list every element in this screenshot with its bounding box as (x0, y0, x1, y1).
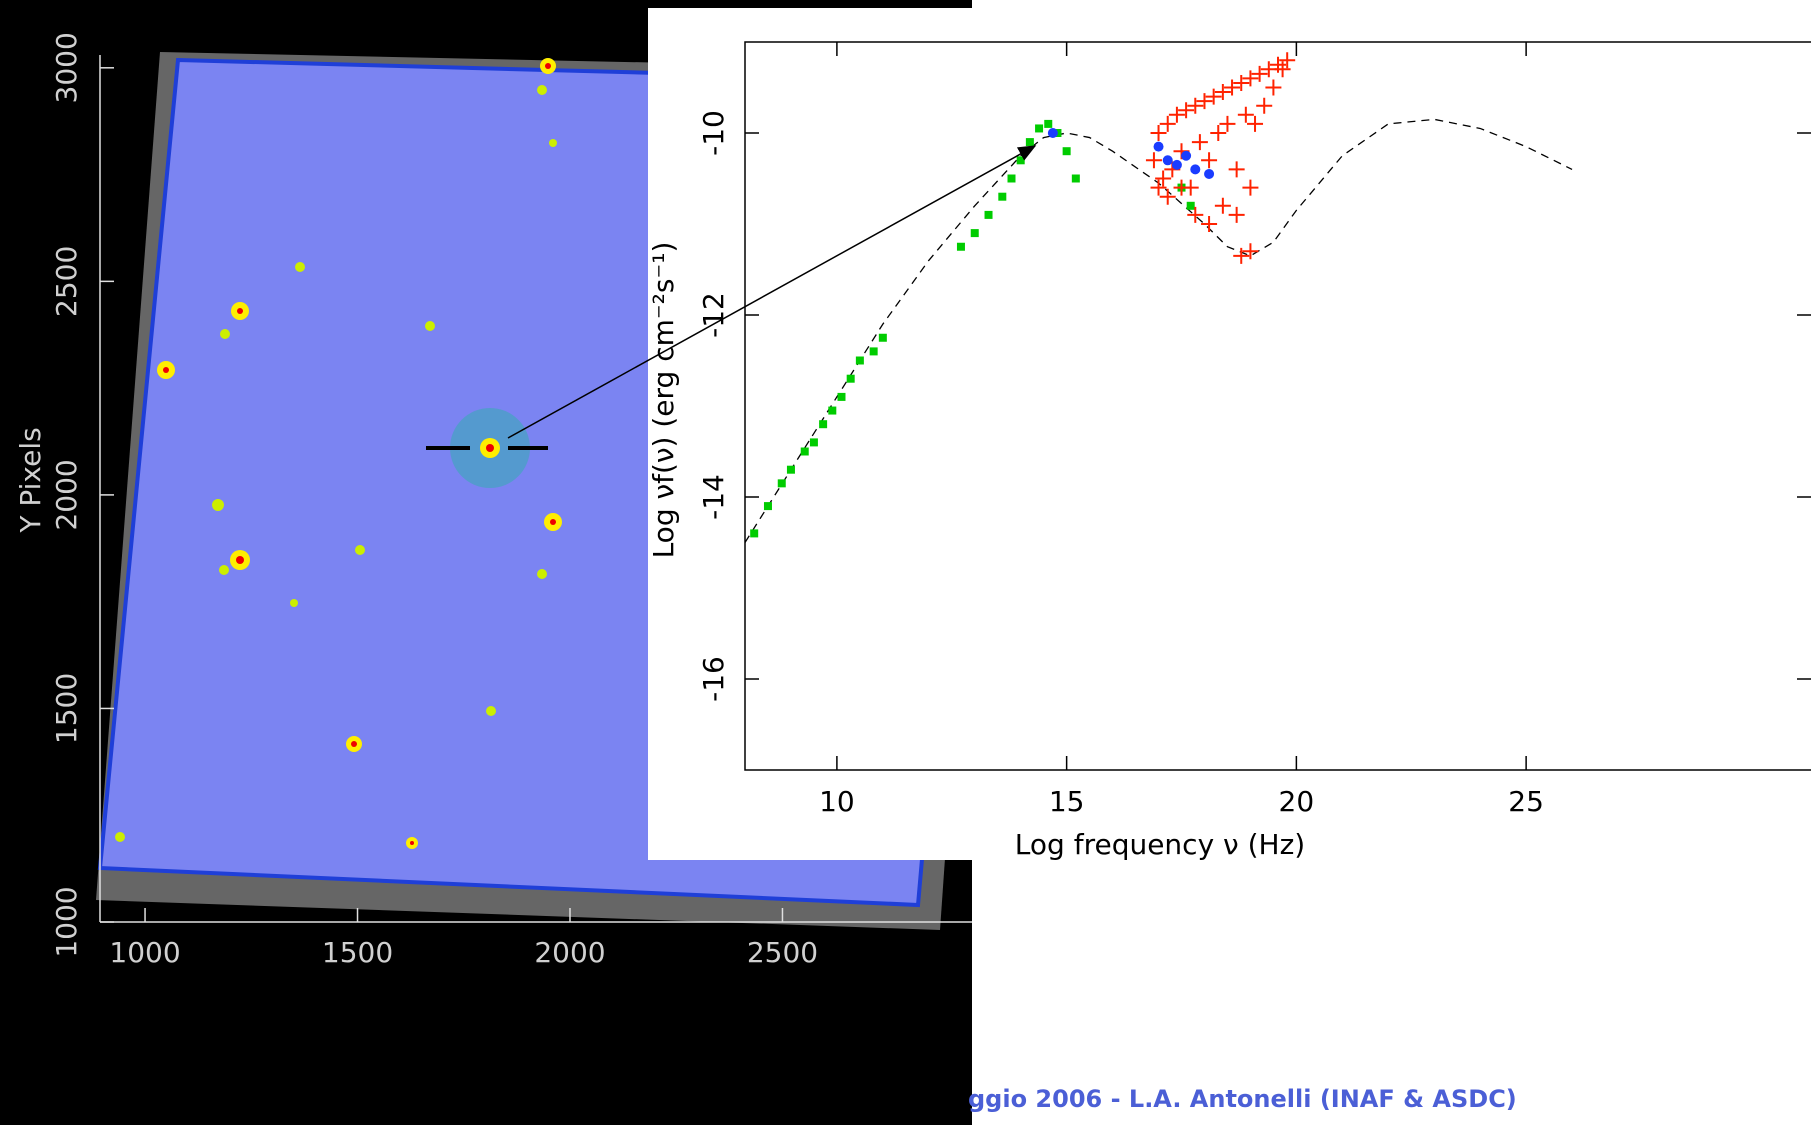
arrow (507, 145, 1037, 439)
data-point (1191, 134, 1208, 151)
data-point (1242, 70, 1259, 87)
data-point (750, 529, 759, 538)
data-point (777, 479, 786, 488)
data-point (869, 347, 878, 356)
y-tick-label: -10 (697, 110, 730, 156)
x-tick-label: 2000 (534, 936, 605, 969)
data-point (846, 374, 855, 383)
data-point (1256, 97, 1273, 114)
data-point (1155, 170, 1172, 187)
data-point (1190, 164, 1201, 175)
data-point (1237, 106, 1254, 123)
data-point (1071, 174, 1080, 183)
sed-panel (648, 8, 1811, 860)
data-point (1228, 161, 1245, 178)
data-point (1201, 216, 1218, 232)
data-point (819, 420, 828, 429)
data-point (800, 447, 809, 456)
x-tick-label: 1500 (322, 936, 393, 969)
data-point (1214, 84, 1231, 101)
data-point (1242, 179, 1259, 196)
data-point (828, 406, 837, 415)
data-point (1196, 93, 1213, 110)
data-point (1279, 52, 1296, 69)
x-tick-label: 15 (1049, 785, 1085, 818)
stars (115, 58, 562, 849)
data-point (1201, 152, 1218, 169)
data-point (998, 192, 1007, 201)
data-point (1187, 206, 1204, 223)
data-point (1162, 155, 1173, 166)
x-tick-label: 20 (1279, 785, 1315, 818)
y-tick-label: 2500 (50, 246, 83, 317)
data-point (984, 210, 993, 219)
data-point (1265, 79, 1282, 96)
data-point (1233, 74, 1250, 91)
data-point (1150, 125, 1167, 141)
data-point (1016, 156, 1025, 165)
data-point (1181, 150, 1192, 161)
data-point (1247, 115, 1264, 132)
image-axes: 1000 1500 2000 2500 1000 1500 2000 2500 3000 Y Pi… (14, 32, 972, 969)
data-point (1062, 147, 1071, 156)
data-point (1168, 106, 1185, 123)
data-point (1035, 124, 1044, 133)
data-point (1228, 206, 1245, 223)
data-point (1159, 188, 1176, 205)
data-point (1205, 88, 1222, 105)
data-point (1171, 159, 1182, 170)
x-axis-label: Log frequency ν (Hz) (1015, 828, 1305, 861)
data-point (1159, 115, 1176, 132)
y-axis-label: Y Pixels (14, 427, 47, 533)
x-tick-label: 10 (819, 785, 855, 818)
data-point (1214, 197, 1231, 214)
y-axis-label: Log νf(ν) (erg cm⁻²s⁻¹) (647, 242, 680, 559)
y-tick-label: -16 (697, 656, 730, 702)
data-point (1047, 128, 1058, 138)
data-point (1242, 243, 1259, 260)
data-point (1145, 152, 1162, 169)
y-tick-label: 1500 (50, 673, 83, 744)
data-point (970, 229, 979, 238)
data-point (1007, 174, 1016, 183)
y-tick-label: -14 (697, 474, 730, 520)
x-tick-label: 25 (1508, 785, 1544, 818)
data-point (1025, 138, 1034, 147)
y-tick-label: 3000 (50, 32, 83, 103)
plot-frame (744, 41, 1811, 771)
data-point (1274, 61, 1291, 78)
data-point (878, 333, 887, 342)
data-point (809, 438, 818, 447)
data-point (1251, 65, 1268, 82)
data-point (1186, 201, 1195, 210)
data-point (1224, 79, 1241, 96)
data-point (1173, 179, 1190, 196)
data-point (1187, 97, 1204, 114)
y-tick-label: 1000 (50, 886, 83, 957)
data-point (855, 356, 864, 365)
x-tick-label: 1000 (109, 936, 180, 969)
data-point (1150, 179, 1167, 196)
footer: ggio 2006 - L.A. Antonelli (INAF & ASDC) (968, 1085, 1517, 1113)
data-point (956, 242, 965, 251)
data-point (1044, 119, 1053, 128)
data-point (837, 392, 846, 401)
data-point (1233, 247, 1250, 264)
data-point (786, 465, 795, 474)
y-tick-label: 2000 (50, 459, 83, 530)
data-point (1204, 168, 1215, 179)
data-point (1260, 61, 1277, 78)
data-point (1178, 102, 1195, 119)
data-point (1153, 141, 1164, 152)
x-tick-label: 2500 (747, 936, 818, 969)
data-point (1210, 125, 1227, 141)
data-point (763, 502, 772, 511)
data-point (1219, 115, 1236, 132)
